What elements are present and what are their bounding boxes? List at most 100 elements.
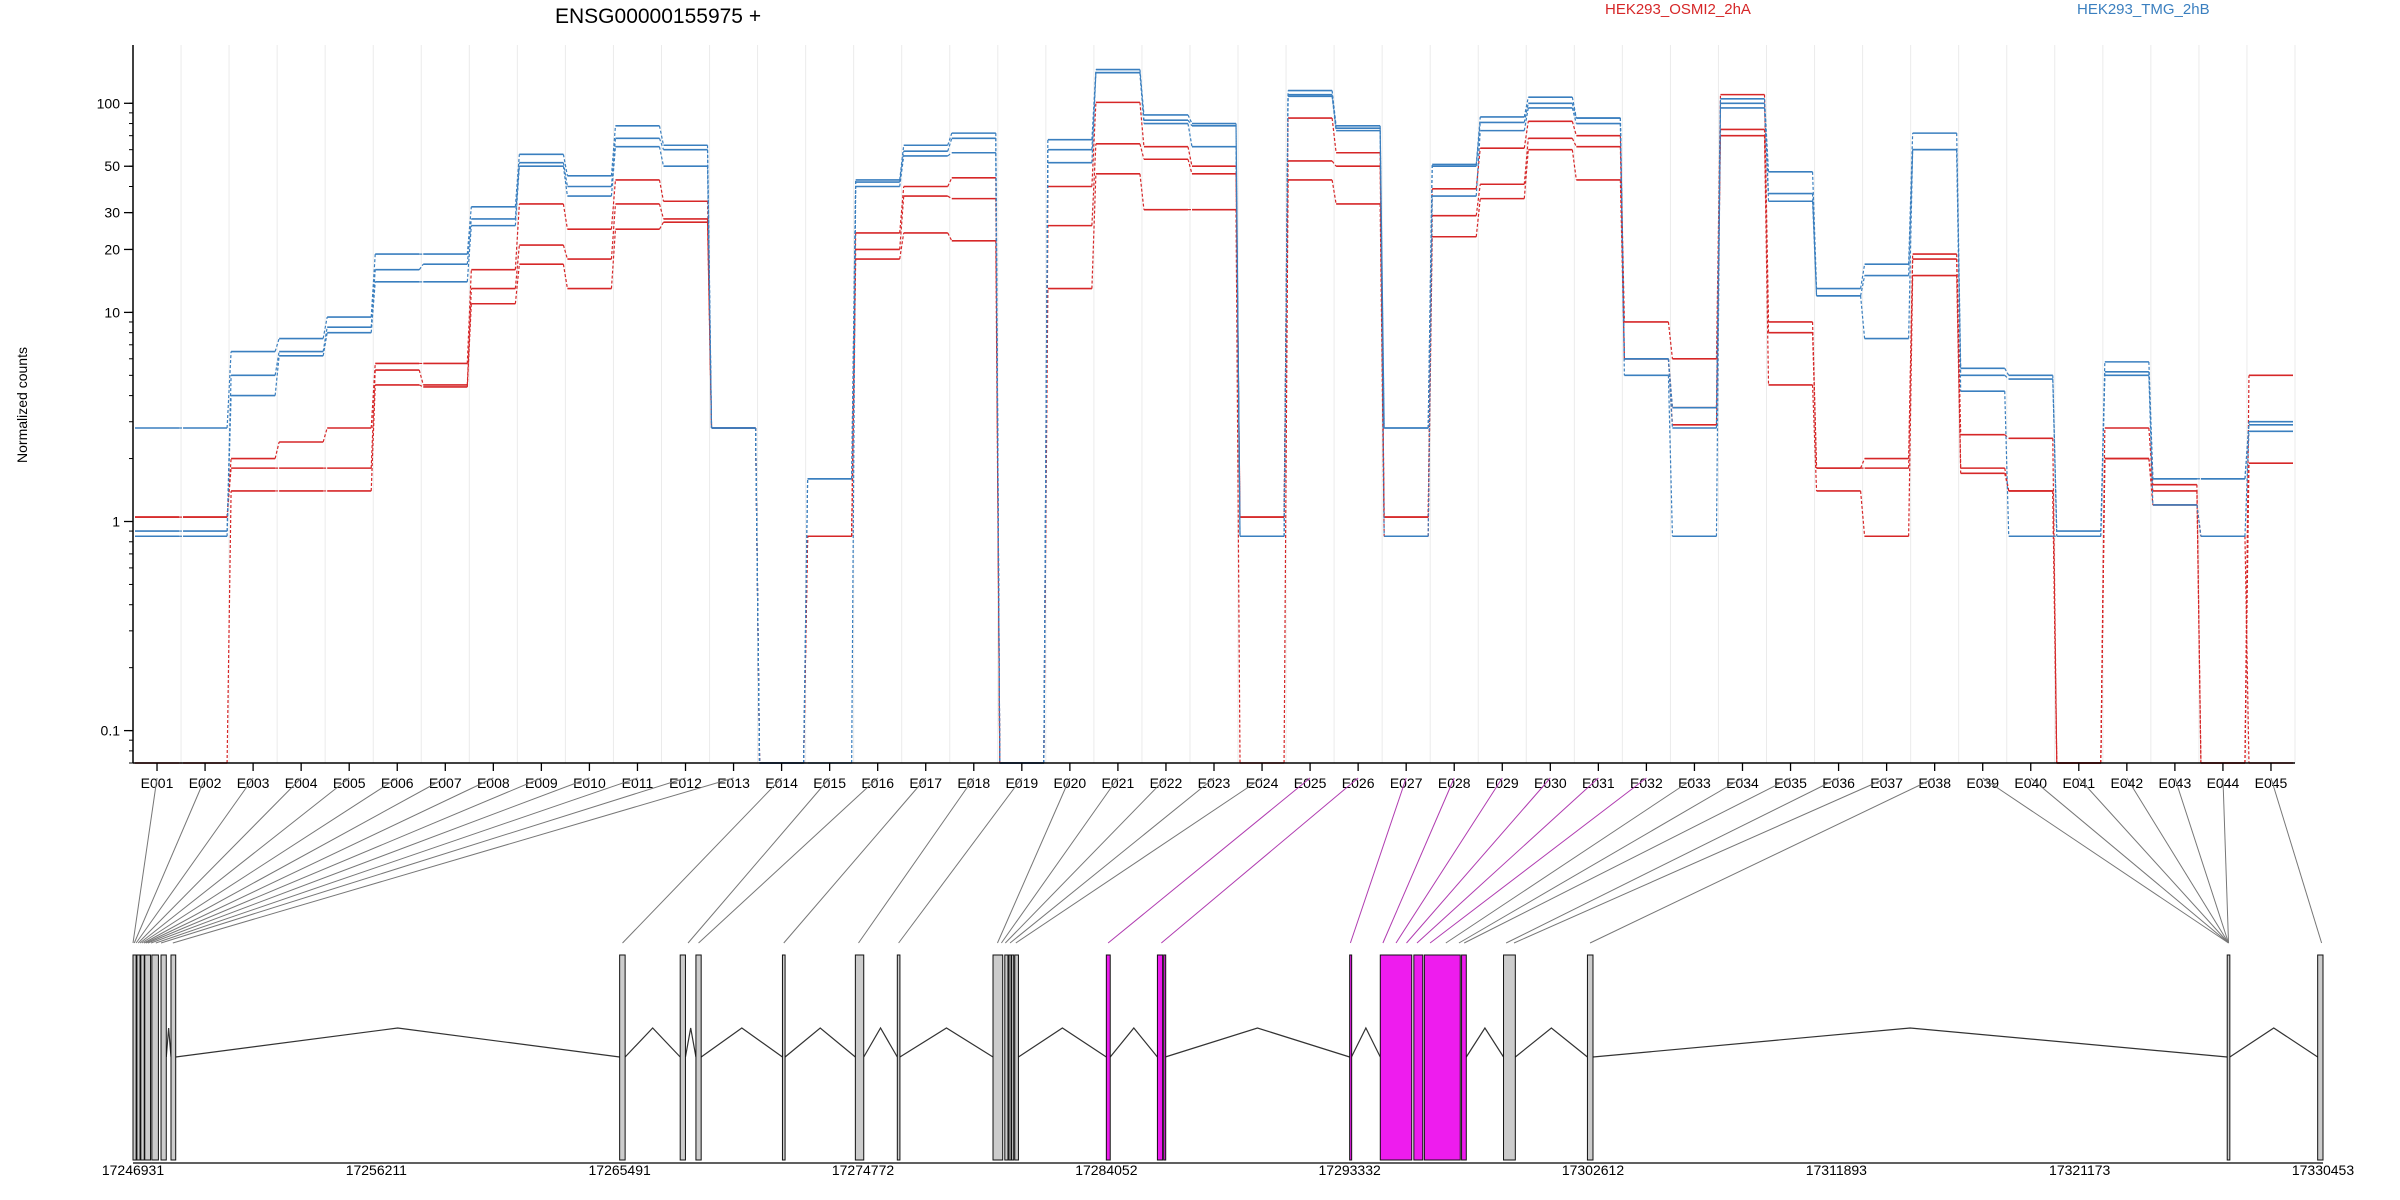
exon-block [1413,954,1424,1161]
x-tick-label: E011 [622,775,654,791]
exon-block [619,954,626,1161]
genomic-tick-label: 17302612 [1562,1162,1625,1178]
exon-block [1379,954,1413,1161]
x-tick-label: E028 [1438,775,1471,791]
x-tick-label: E015 [813,775,846,791]
x-tick-label: E017 [909,775,942,791]
series-connector [179,72,2250,764]
exon-block [1014,954,1019,1161]
exon-connector [133,777,206,944]
intron [899,1027,994,1058]
x-tick-label: E014 [765,775,798,791]
exon-block [160,954,167,1161]
exon-connector [2078,777,2229,944]
exon-connector [1009,777,1215,944]
exon-block [1349,954,1353,1161]
x-tick-label: E019 [1005,775,1038,791]
exon-connector [2270,777,2323,944]
exon-connector [1161,777,1359,944]
x-tick-label: E025 [1294,775,1327,791]
exon-block [132,954,137,1161]
exon-connector [1445,777,1695,944]
exon-connector [1004,777,1167,944]
x-tick-label: E031 [1582,775,1615,791]
x-tick-label: E001 [141,775,174,791]
x-tick-label: E036 [1822,775,1855,791]
series-connector [179,72,2250,764]
x-tick-label: E005 [333,775,366,791]
x-tick-label: E033 [1678,775,1711,791]
x-tick-label: E027 [1390,775,1423,791]
series-connector [179,129,2250,764]
exon-connector [1982,777,2229,944]
exon-connector [147,777,542,944]
intron [1109,1027,1158,1058]
exon-block [1011,954,1015,1161]
exon-connector [1000,777,1119,944]
exon-connector [135,777,254,944]
exon-block [1423,954,1461,1161]
exon-block [2226,954,2231,1161]
exon-connector [858,777,975,944]
y-tick-label: 100 [97,95,121,111]
exon-connector [622,777,782,944]
plot-axes: 0.1 1 10 20 30 50 100 E001 E002 E003 E004 E005 E006 E… [97,45,2295,791]
exon-block [679,954,686,1161]
intron [165,1027,172,1058]
exon-connector [1458,777,1743,944]
exon-connector [139,777,350,944]
y-tick-label: 30 [104,205,120,221]
y-tick-label: 20 [104,241,120,257]
exon-block [1105,954,1111,1161]
y-axis-label: Normalized counts [14,347,30,463]
series-1 [135,93,2293,764]
exon-block [781,954,786,1161]
x-tick-label: E012 [669,775,702,791]
exon-block [2317,954,2324,1161]
genomic-tick-label: 17284052 [1075,1162,1138,1178]
exon-connector [2126,777,2229,944]
x-tick-label: E045 [2255,775,2288,791]
exon-block [854,954,865,1161]
series-connector [179,135,2250,764]
exon-connector [137,777,302,944]
series-5 [135,71,2293,764]
x-tick-label: E038 [1918,775,1951,791]
x-tick-label: E037 [1870,775,1903,791]
exon-connector [1505,777,1839,944]
genomic-tick-label: 17246931 [102,1162,165,1178]
intron [1592,1027,2228,1058]
exon-block [1163,954,1167,1161]
x-tick-label: E007 [429,775,462,791]
exon-connector [1463,777,1791,944]
exon-connector [2174,777,2230,944]
exon-connector [2030,777,2229,944]
intron [784,1027,856,1058]
intron [1350,1026,1381,1058]
exon-connector [155,777,638,944]
x-tick-label: E018 [957,775,990,791]
x-tick-label: E043 [2159,775,2192,791]
exon-block [140,954,145,1161]
x-tick-label: E008 [477,775,510,791]
exon-connector [172,777,734,944]
exon-connector [687,777,831,944]
exon-block [992,954,1004,1161]
x-tick-label: E016 [861,775,894,791]
exon-block [1004,954,1009,1161]
intron [1018,1027,1107,1058]
y-tick-label: 0.1 [101,723,121,739]
exon-block [170,954,177,1161]
exon-connector [1589,777,1935,944]
series-connector [179,94,2250,764]
genomic-tick-label: 17321173 [2049,1162,2110,1178]
x-tick-label: E035 [1774,775,1807,791]
intron [863,1026,898,1058]
exon-block [695,954,702,1161]
x-tick-label: E034 [1726,775,1759,791]
exon-connector [1429,777,1647,944]
exon-connector [141,777,398,944]
x-tick-label: E010 [573,775,606,791]
exon-connector [145,777,494,944]
